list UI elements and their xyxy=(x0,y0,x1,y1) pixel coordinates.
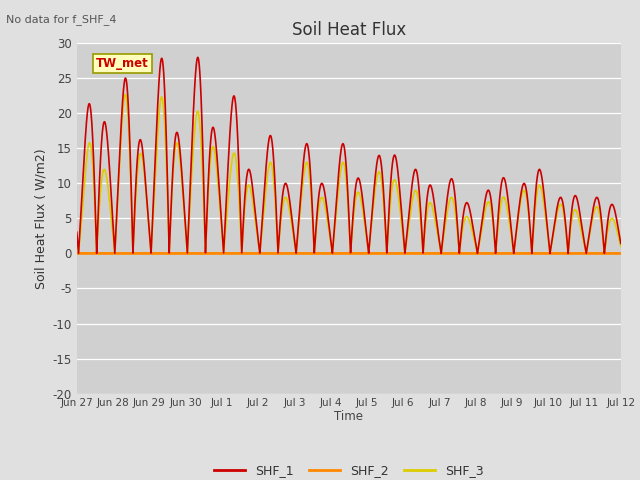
Y-axis label: Soil Heat Flux ( W/m2): Soil Heat Flux ( W/m2) xyxy=(34,148,47,288)
Legend: SHF_1, SHF_2, SHF_3: SHF_1, SHF_2, SHF_3 xyxy=(209,459,488,480)
X-axis label: Time: Time xyxy=(334,410,364,423)
Text: TW_met: TW_met xyxy=(96,57,148,70)
Text: No data for f_SHF_4: No data for f_SHF_4 xyxy=(6,14,117,25)
Title: Soil Heat Flux: Soil Heat Flux xyxy=(292,21,406,39)
